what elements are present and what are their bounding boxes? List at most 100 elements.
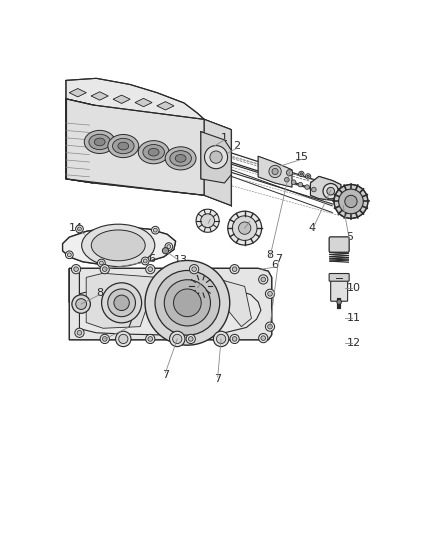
Circle shape [148,337,152,341]
Circle shape [72,295,90,313]
Circle shape [102,267,107,271]
Circle shape [192,267,196,271]
Text: 11: 11 [347,312,361,322]
Circle shape [239,222,251,235]
Circle shape [268,292,272,296]
Circle shape [190,264,199,274]
FancyBboxPatch shape [331,278,348,301]
Circle shape [311,187,316,192]
Circle shape [116,331,131,346]
Text: 5: 5 [346,232,353,242]
Text: 10: 10 [347,284,361,294]
Polygon shape [66,99,204,195]
Circle shape [265,289,275,298]
Circle shape [285,177,289,182]
Circle shape [259,275,268,284]
Ellipse shape [175,155,186,162]
Circle shape [165,243,173,251]
Circle shape [230,264,239,274]
Ellipse shape [148,148,159,156]
Circle shape [272,168,278,175]
Circle shape [345,195,357,208]
Circle shape [76,298,87,310]
Circle shape [299,171,304,176]
Circle shape [327,187,335,195]
Text: 4: 4 [309,223,316,233]
Text: 8: 8 [266,250,274,260]
Circle shape [108,289,135,317]
Circle shape [323,183,339,199]
Ellipse shape [84,131,115,154]
Circle shape [213,331,229,346]
Circle shape [155,270,220,335]
Circle shape [77,330,82,335]
Circle shape [71,264,81,274]
Circle shape [143,259,147,263]
Polygon shape [135,99,152,107]
Polygon shape [91,92,108,100]
Polygon shape [63,227,176,264]
Circle shape [119,334,128,344]
Circle shape [78,227,81,231]
FancyBboxPatch shape [329,237,349,252]
Ellipse shape [118,142,129,150]
Ellipse shape [170,151,191,166]
Text: 13: 13 [173,255,187,265]
Ellipse shape [138,141,169,164]
Circle shape [66,251,73,259]
Circle shape [286,169,293,176]
Circle shape [265,322,275,331]
Text: 9: 9 [246,214,253,224]
Text: 6: 6 [272,260,279,270]
Polygon shape [66,99,93,183]
Text: 6: 6 [148,254,155,264]
Polygon shape [69,268,272,340]
Circle shape [230,334,239,344]
Circle shape [298,182,303,187]
Circle shape [164,280,211,326]
Text: 8: 8 [96,288,103,297]
Circle shape [75,328,84,337]
Circle shape [205,146,228,168]
Ellipse shape [91,230,145,261]
Polygon shape [157,102,174,110]
Circle shape [98,259,105,267]
Text: 15: 15 [295,152,309,162]
Circle shape [291,180,296,184]
Ellipse shape [113,139,134,154]
Circle shape [233,216,257,240]
Polygon shape [69,269,272,340]
Ellipse shape [108,134,139,158]
Polygon shape [69,88,86,97]
Circle shape [173,289,201,317]
Circle shape [146,264,155,274]
Circle shape [189,275,212,298]
Circle shape [162,248,169,254]
Text: 3: 3 [207,212,214,222]
Polygon shape [204,119,231,206]
Text: 3: 3 [194,280,201,290]
Circle shape [339,189,363,214]
Text: 7: 7 [275,254,282,264]
Polygon shape [201,132,231,183]
Circle shape [194,279,208,293]
Polygon shape [79,273,261,335]
Polygon shape [258,156,292,187]
Polygon shape [113,95,130,103]
Circle shape [100,264,110,274]
Polygon shape [198,273,251,327]
Circle shape [201,214,215,228]
Circle shape [269,165,281,177]
Circle shape [188,337,193,341]
Text: 7: 7 [125,320,132,330]
Circle shape [305,174,311,179]
Ellipse shape [143,144,164,160]
Circle shape [141,257,149,265]
Circle shape [76,225,83,233]
Circle shape [196,209,219,232]
Circle shape [114,295,129,311]
FancyBboxPatch shape [329,273,349,281]
Circle shape [173,334,182,344]
Circle shape [145,261,230,345]
Circle shape [210,151,222,163]
